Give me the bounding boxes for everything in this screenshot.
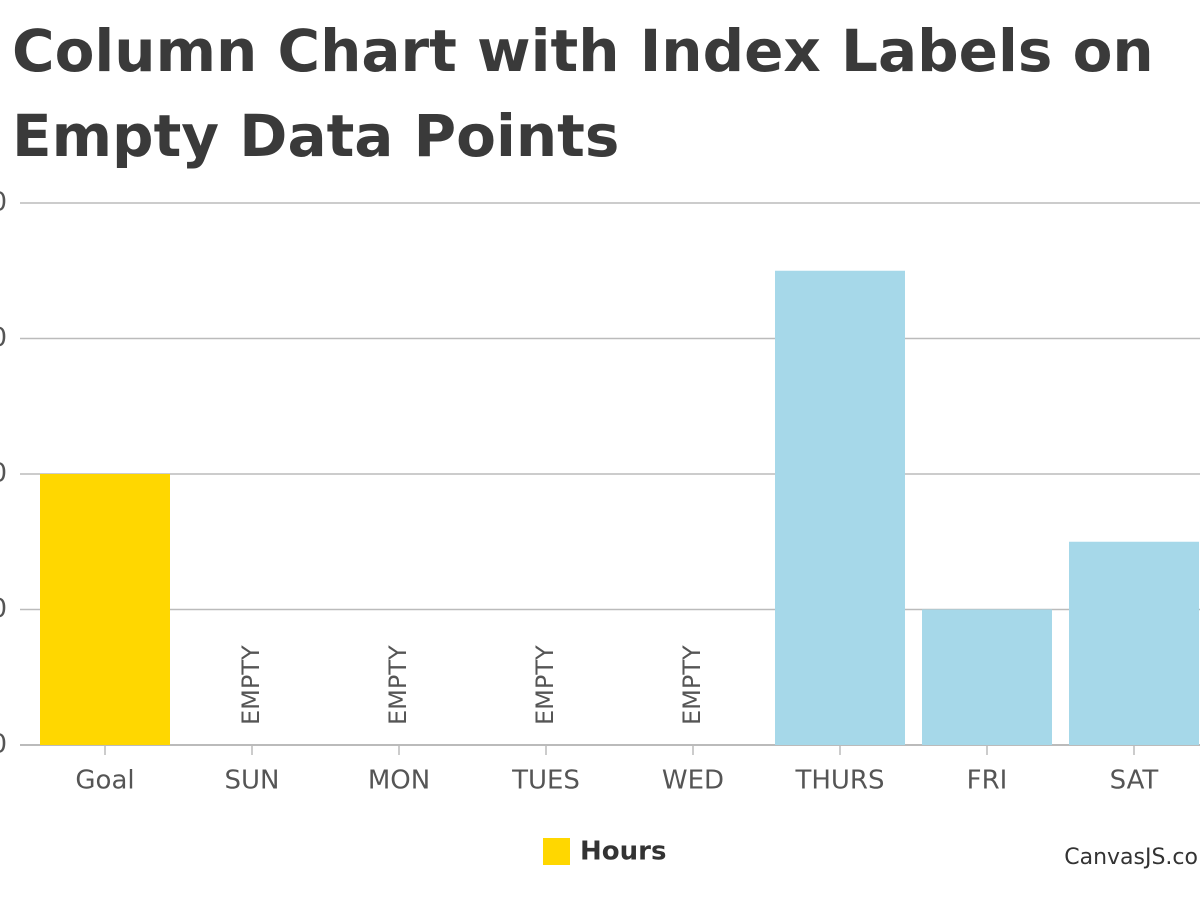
index-label: EMPTY bbox=[531, 645, 559, 725]
x-tick-label: Goal bbox=[75, 766, 134, 796]
x-tick-label: TUES bbox=[511, 766, 580, 796]
x-tick-label: MON bbox=[368, 766, 430, 796]
bar bbox=[1069, 541, 1199, 745]
y-tick-label: 10 bbox=[0, 594, 7, 624]
bar bbox=[40, 474, 170, 745]
x-tick-label: SUN bbox=[225, 766, 280, 796]
x-tick-label: FRI bbox=[967, 766, 1008, 796]
chart-title: Column Chart with Index Labels on bbox=[12, 17, 1154, 85]
x-tick-label: THURS bbox=[794, 766, 884, 796]
y-tick-label: 20 bbox=[0, 459, 7, 489]
bar bbox=[922, 609, 1052, 745]
chart-title: Empty Data Points bbox=[12, 102, 619, 170]
x-tick-label: SAT bbox=[1110, 766, 1159, 796]
index-label: EMPTY bbox=[384, 645, 412, 725]
y-tick-label: 0 bbox=[0, 730, 7, 760]
bar bbox=[775, 270, 905, 745]
y-tick-label: 30 bbox=[0, 323, 7, 353]
index-label: EMPTY bbox=[237, 645, 265, 725]
legend-marker bbox=[543, 838, 570, 865]
x-tick-label: WED bbox=[662, 766, 724, 796]
y-tick-label: 40 bbox=[0, 188, 7, 218]
credit: CanvasJS.co bbox=[1064, 845, 1198, 870]
legend-label: Hours bbox=[580, 837, 666, 867]
index-label: EMPTY bbox=[678, 645, 706, 725]
